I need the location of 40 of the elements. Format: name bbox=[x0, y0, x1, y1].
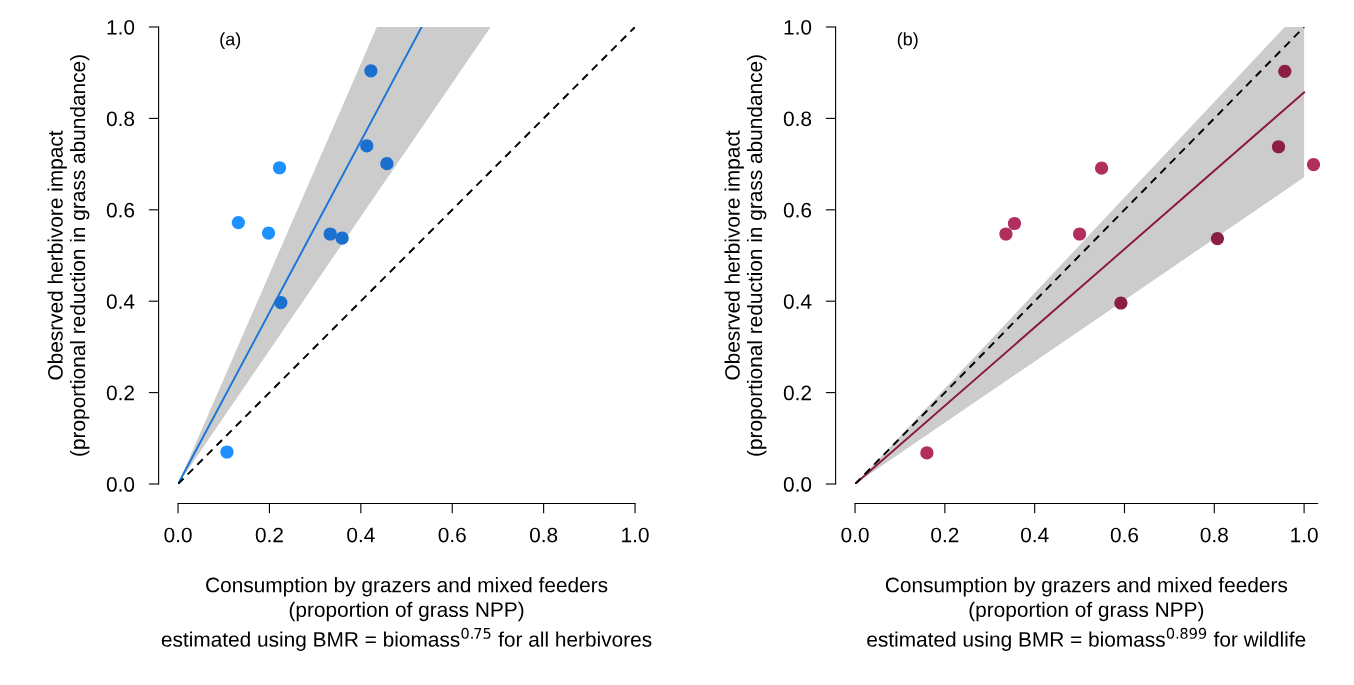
x-tick-label: 0.0 bbox=[164, 527, 192, 543]
y-tick-label: 0.4 bbox=[106, 294, 135, 309]
x-tick-label: 0.4 bbox=[347, 527, 375, 543]
y-tick-label: 1.0 bbox=[107, 19, 135, 35]
y-tick-label: 0.4 bbox=[783, 294, 812, 309]
point bbox=[231, 216, 245, 230]
y-tick-label: 0.0 bbox=[783, 477, 812, 492]
y-tick-label: 0.6 bbox=[106, 202, 135, 218]
x-axis-title: Consumption by grazers and mixed feeders (proportion of grass NPP) estimated using BMR = biomass$^{0.75}$ for all herbivores bbox=[161, 577, 652, 651]
point bbox=[364, 64, 378, 78]
point bbox=[360, 139, 374, 153]
point bbox=[274, 295, 288, 310]
y-tick-label: 0.2 bbox=[783, 385, 811, 401]
x-tick-label: 0.8 bbox=[529, 527, 558, 543]
x-tick-label: 0.2 bbox=[931, 527, 959, 543]
y-tick-label: 0.8 bbox=[106, 111, 135, 127]
y-tick-label: 0.2 bbox=[106, 385, 134, 401]
point bbox=[323, 227, 337, 241]
x-tick-label: 0.6 bbox=[1110, 527, 1139, 543]
y-axis-title: Obesrved herbivore impact (proportional reduction in grass abundance) bbox=[724, 55, 767, 456]
y-tick-label: 1.0 bbox=[784, 19, 812, 35]
point bbox=[380, 157, 394, 171]
x-tick-label: 0.0 bbox=[841, 527, 869, 543]
x-tick-label: 1.0 bbox=[1291, 527, 1318, 543]
x-tick-label: 1.0 bbox=[622, 527, 649, 543]
point bbox=[335, 231, 349, 245]
x-tick-label: 0.4 bbox=[1021, 527, 1049, 543]
x-tick-label: 0.6 bbox=[438, 527, 466, 543]
annotation: (a) bbox=[220, 32, 241, 50]
x-tick-label: 0.8 bbox=[1200, 527, 1228, 543]
point bbox=[220, 445, 234, 459]
x-axis-title: Consumption by grazers and mixed feeders (proportion of grass NPP) estimated using BMR = biomass$^{0.899}$ for wildlife bbox=[867, 577, 1306, 651]
y-axis-title: Obesrved herbivore impact (proportional reduction in grass abundance) bbox=[47, 55, 90, 456]
point bbox=[272, 161, 287, 175]
x-tick-label: 0.2 bbox=[255, 527, 283, 543]
y-tick-label: 0.0 bbox=[106, 477, 135, 492]
point bbox=[1306, 157, 1321, 172]
y-tick-label: 0.8 bbox=[783, 111, 812, 127]
y-tick-label: 0.6 bbox=[783, 202, 812, 218]
point bbox=[261, 226, 276, 240]
